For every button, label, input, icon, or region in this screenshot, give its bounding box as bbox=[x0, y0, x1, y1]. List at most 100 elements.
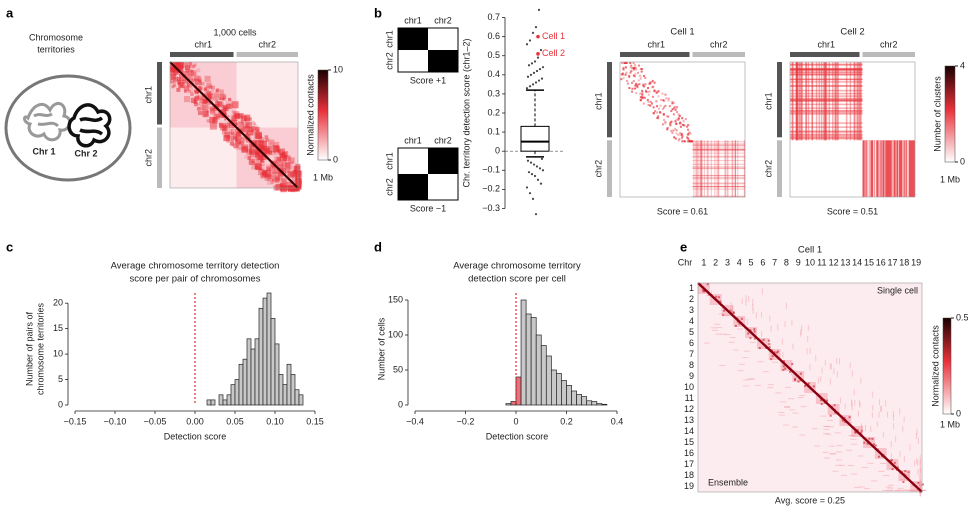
chr-bar bbox=[607, 62, 612, 138]
heatmap-texture bbox=[206, 113, 209, 116]
outlier bbox=[527, 64, 531, 67]
chr-label: chr1 bbox=[593, 92, 603, 110]
heatmap-diagonal bbox=[169, 61, 299, 189]
heatmap-texture bbox=[219, 93, 226, 101]
heatmap-texture bbox=[188, 68, 193, 73]
heatmap-texture bbox=[801, 62, 803, 141]
heatmap-texture bbox=[850, 473, 857, 475]
chr-number: 5 bbox=[749, 257, 754, 267]
heatmap-texture bbox=[204, 75, 211, 82]
heatmap-texture bbox=[241, 121, 245, 126]
heatmap-texture bbox=[845, 449, 852, 451]
heatmap-texture bbox=[174, 62, 180, 67]
heatmap-texture bbox=[796, 62, 798, 141]
heatmap-texture bbox=[811, 62, 813, 141]
heatmap-texture bbox=[790, 100, 863, 102]
heatmap-texture bbox=[272, 174, 278, 181]
heatmap-texture bbox=[769, 315, 771, 322]
histogram-bar bbox=[505, 403, 512, 406]
heatmap-texture bbox=[672, 113, 675, 116]
heatmap-texture bbox=[790, 122, 863, 124]
heatmap-texture bbox=[875, 140, 877, 197]
heatmap-texture bbox=[206, 110, 209, 113]
highlight-point bbox=[536, 34, 540, 39]
heatmap-texture bbox=[249, 149, 252, 153]
heatmap-texture bbox=[668, 105, 671, 108]
heatmap-texture bbox=[272, 145, 279, 152]
heatmap-texture bbox=[760, 311, 762, 318]
chr-label: chr1 bbox=[404, 135, 422, 145]
chr-name: Chr 2 bbox=[74, 148, 97, 158]
heatmap-texture bbox=[890, 459, 893, 462]
histogram-bar bbox=[290, 374, 296, 406]
chr-bar bbox=[157, 62, 162, 125]
heatmap-texture bbox=[903, 416, 905, 423]
heatmap-texture bbox=[848, 416, 851, 419]
heatmap-texture bbox=[854, 431, 857, 434]
heatmap-texture bbox=[181, 66, 185, 69]
chr-number: 17 bbox=[888, 257, 898, 267]
heatmap-texture bbox=[693, 140, 695, 197]
heatmap-texture bbox=[249, 147, 252, 150]
heatmap-texture bbox=[686, 136, 689, 139]
heatmap-texture bbox=[194, 96, 199, 101]
heatmap-texture bbox=[724, 334, 731, 336]
heatmap-texture bbox=[757, 361, 764, 363]
heatmap-texture bbox=[833, 404, 836, 407]
histogram-bar bbox=[591, 401, 598, 406]
chr-label: chr1 bbox=[143, 86, 153, 104]
heatmap-texture bbox=[717, 296, 720, 299]
heatmap-texture bbox=[734, 140, 737, 197]
outlier bbox=[532, 163, 536, 166]
heatmap-texture bbox=[186, 86, 194, 94]
heatmap-texture bbox=[270, 142, 273, 145]
heatmap-texture bbox=[673, 105, 676, 108]
heatmap-texture bbox=[732, 311, 735, 314]
heatmap-texture bbox=[895, 435, 897, 442]
heatmap-texture bbox=[844, 420, 847, 423]
heatmap-texture bbox=[631, 81, 634, 84]
heatmap-texture bbox=[209, 122, 217, 130]
heatmap-texture bbox=[646, 98, 649, 101]
heatmap-frame bbox=[789, 61, 916, 198]
y-tick-label: 0.3 bbox=[487, 88, 500, 98]
heatmap-texture bbox=[753, 330, 756, 333]
chart-title: Average chromosome territory detection bbox=[111, 261, 280, 272]
heatmap-texture bbox=[634, 87, 637, 90]
heatmap-texture bbox=[255, 167, 259, 171]
heatmap-texture bbox=[714, 323, 721, 325]
heatmap-texture bbox=[898, 489, 905, 491]
heatmap-texture bbox=[182, 62, 188, 68]
heatmap-texture bbox=[692, 177, 745, 180]
heatmap-texture bbox=[659, 104, 662, 107]
heatmap-texture bbox=[902, 425, 904, 432]
heatmap-texture bbox=[703, 140, 706, 197]
heatmap-texture bbox=[664, 93, 667, 96]
heatmap-texture bbox=[200, 81, 205, 86]
heatmap-texture bbox=[919, 475, 921, 482]
heatmap-texture bbox=[864, 425, 866, 432]
outlier bbox=[531, 31, 535, 34]
heatmap-texture bbox=[657, 117, 660, 120]
heatmap-texture bbox=[755, 312, 757, 319]
heatmap-texture bbox=[640, 70, 643, 73]
heatmap-texture bbox=[260, 164, 263, 167]
heatmap-texture bbox=[213, 91, 219, 98]
heatmap-texture bbox=[647, 103, 650, 106]
chr-label: chr1 bbox=[763, 92, 773, 110]
outlier bbox=[539, 48, 543, 52]
chr-bar bbox=[620, 52, 690, 57]
heatmap-texture bbox=[197, 85, 202, 89]
heatmap-texture bbox=[675, 111, 678, 114]
heatmap-texture bbox=[635, 82, 638, 85]
heatmap-title: Cell 1 bbox=[798, 245, 822, 256]
heatmap-texture bbox=[658, 107, 661, 110]
heatmap-texture bbox=[790, 110, 863, 113]
heatmap-texture bbox=[246, 129, 253, 136]
histogram-bar bbox=[270, 318, 276, 406]
heatmap-texture bbox=[860, 62, 862, 141]
heatmap-texture bbox=[790, 134, 863, 137]
heatmap-texture bbox=[253, 139, 259, 145]
heatmap-texture bbox=[692, 177, 745, 179]
heatmap-texture bbox=[279, 167, 287, 175]
